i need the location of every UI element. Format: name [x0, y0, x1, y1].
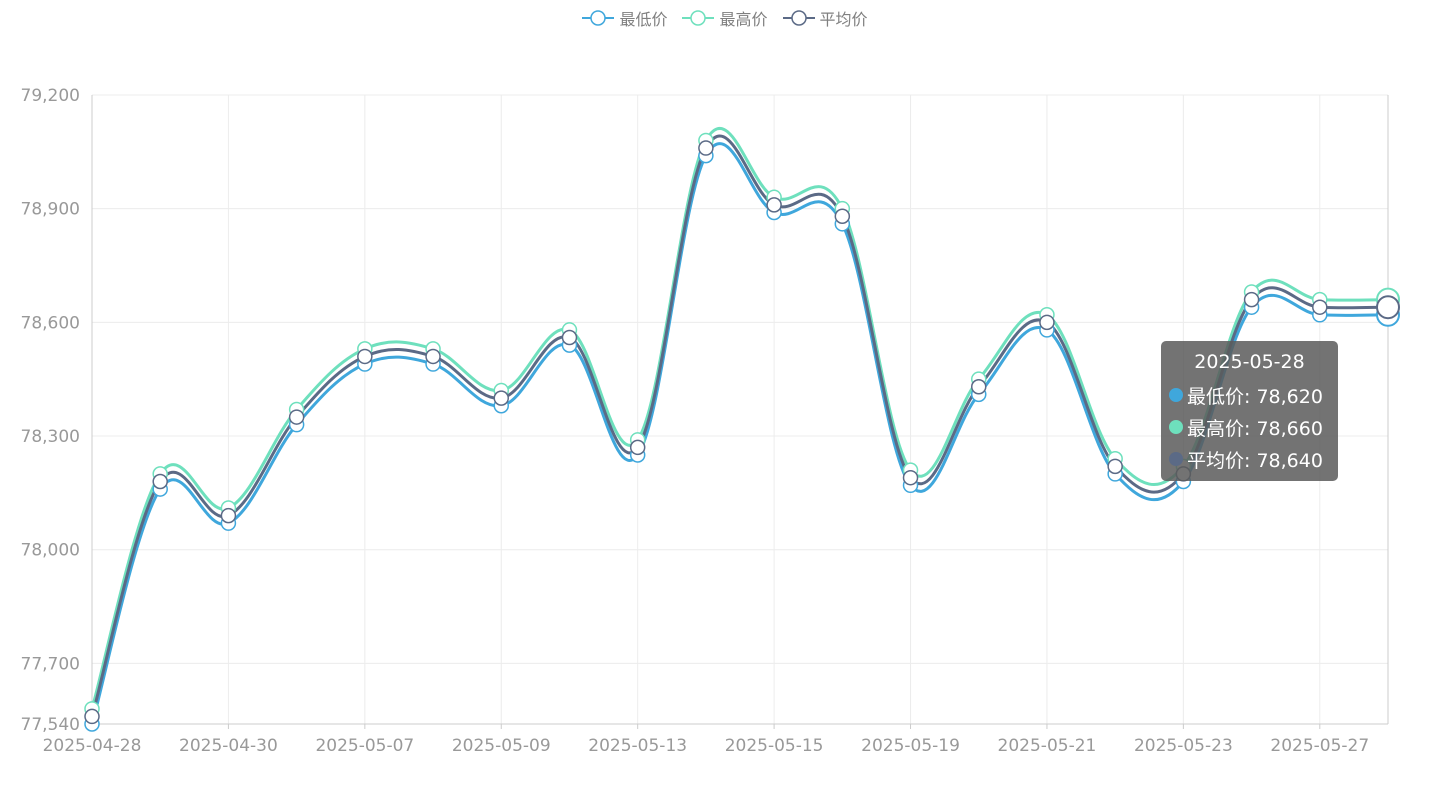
series-2-point — [698, 140, 714, 156]
tooltip-label-low: 最低价: 78,620 — [1187, 385, 1323, 408]
y-tick-label: 77,540 — [21, 715, 80, 735]
tooltip-title: 2025-05-28 — [1194, 351, 1305, 373]
chart-tooltip: 2025-05-28 最低价: 78,620 最高价: 78,660 平均价: … — [1161, 341, 1338, 481]
tooltip-dot-low — [1169, 388, 1183, 402]
x-tick-label: 2025-05-09 — [452, 736, 551, 756]
series-2-point — [220, 507, 237, 524]
legend-line-circle-icon — [682, 10, 715, 26]
legend-item-0[interactable]: 最低价 — [581, 6, 667, 30]
x-tick-label: 2025-05-15 — [725, 736, 824, 756]
series-2-point — [288, 409, 305, 425]
series-2-point — [84, 708, 100, 725]
legend-label-1: 最高价 — [719, 10, 768, 29]
x-tick-label: 2025-05-13 — [588, 736, 687, 756]
series-2-point — [425, 348, 441, 365]
series-2-point — [1312, 299, 1328, 315]
y-tick-label: 78,300 — [21, 427, 80, 447]
y-tick-label: 78,000 — [21, 541, 80, 561]
legend-line-circle-icon — [582, 10, 615, 26]
series-2-point — [766, 197, 782, 213]
legend-label-0: 最低价 — [619, 10, 668, 29]
x-tick-label: 2025-05-07 — [315, 736, 414, 756]
series-2-point — [561, 329, 578, 346]
tooltip-dot-avg — [1169, 452, 1183, 466]
series-2-point — [1243, 291, 1260, 308]
y-tick-label: 78,900 — [21, 200, 80, 220]
series-2-point — [1107, 458, 1123, 475]
series-2-point — [493, 390, 510, 406]
x-tick-label: 2025-05-23 — [1134, 736, 1233, 756]
tooltip-row-avg: 平均价: 78,640 — [1169, 443, 1330, 475]
tooltip-row-high: 最高价: 78,660 — [1169, 411, 1330, 443]
series-2-point — [1376, 295, 1400, 320]
tooltip-label-avg: 平均价: 78,640 — [1187, 449, 1323, 472]
series-2-point — [834, 208, 851, 225]
x-tick-label: 2025-05-27 — [1270, 736, 1369, 756]
legend-item-1[interactable]: 最高价 — [681, 6, 768, 30]
x-tick-label: 2025-05-21 — [998, 736, 1097, 756]
series-2-point — [1039, 314, 1055, 331]
y-tick-label: 78,600 — [21, 313, 80, 333]
y-tick-label: 77,700 — [21, 654, 80, 674]
x-tick-label: 2025-05-19 — [861, 736, 960, 756]
chart-legend: 最低价 最高价 平均价 — [0, 6, 1449, 30]
legend-item-2[interactable]: 平均价 — [782, 6, 868, 30]
series-2-point — [629, 439, 646, 456]
legend-line-circle-icon — [782, 10, 815, 26]
tooltip-label-high: 最高价: 78,660 — [1187, 417, 1323, 440]
x-tick-label: 2025-04-30 — [179, 736, 278, 756]
series-2-point — [357, 348, 373, 365]
series-2-point — [152, 473, 168, 490]
tooltip-dot-high — [1169, 420, 1183, 434]
legend-label-2: 平均价 — [819, 10, 868, 29]
series-2-point — [970, 379, 987, 395]
tooltip-row-low: 最低价: 78,620 — [1169, 379, 1330, 411]
x-tick-label: 2025-04-28 — [43, 736, 142, 756]
series-2-point — [902, 469, 919, 486]
y-tick-label: 79,200 — [21, 86, 80, 106]
